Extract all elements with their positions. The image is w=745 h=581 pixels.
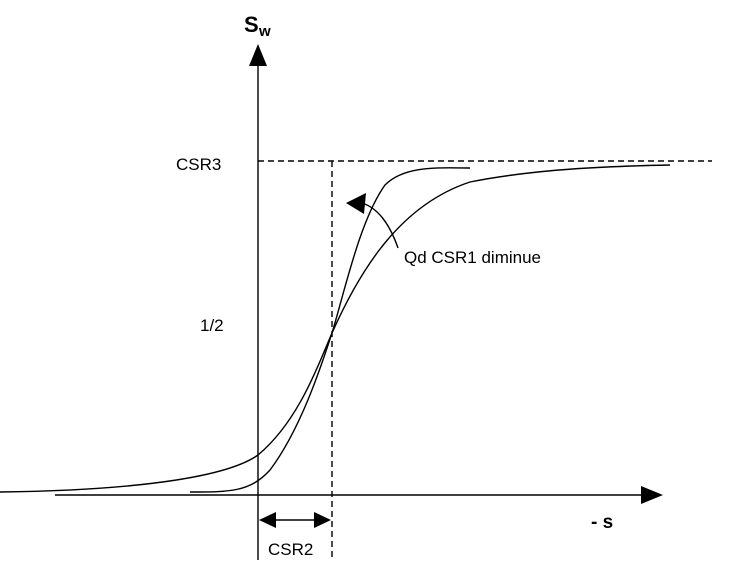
width-arrowhead-left: [259, 512, 276, 528]
steep-curve: [189, 167, 471, 493]
width-label: CSR2: [268, 540, 313, 559]
annotation-arrow-line: [361, 202, 399, 249]
y-axis-arrow: [249, 44, 267, 66]
half-level-label: 1/2: [200, 316, 224, 335]
top-level-label: CSR3: [176, 155, 221, 174]
y-axis-label: S: [244, 12, 259, 37]
annotation-label: Qd CSR1 diminue: [404, 248, 541, 267]
shallow-curve: [0, 164, 671, 493]
x-axis-label: - s: [591, 512, 613, 533]
x-axis-arrow: [641, 486, 663, 504]
y-axis-label-sub: w: [258, 23, 271, 40]
width-arrowhead-right: [314, 512, 331, 528]
annotation-arrowhead: [346, 193, 366, 214]
